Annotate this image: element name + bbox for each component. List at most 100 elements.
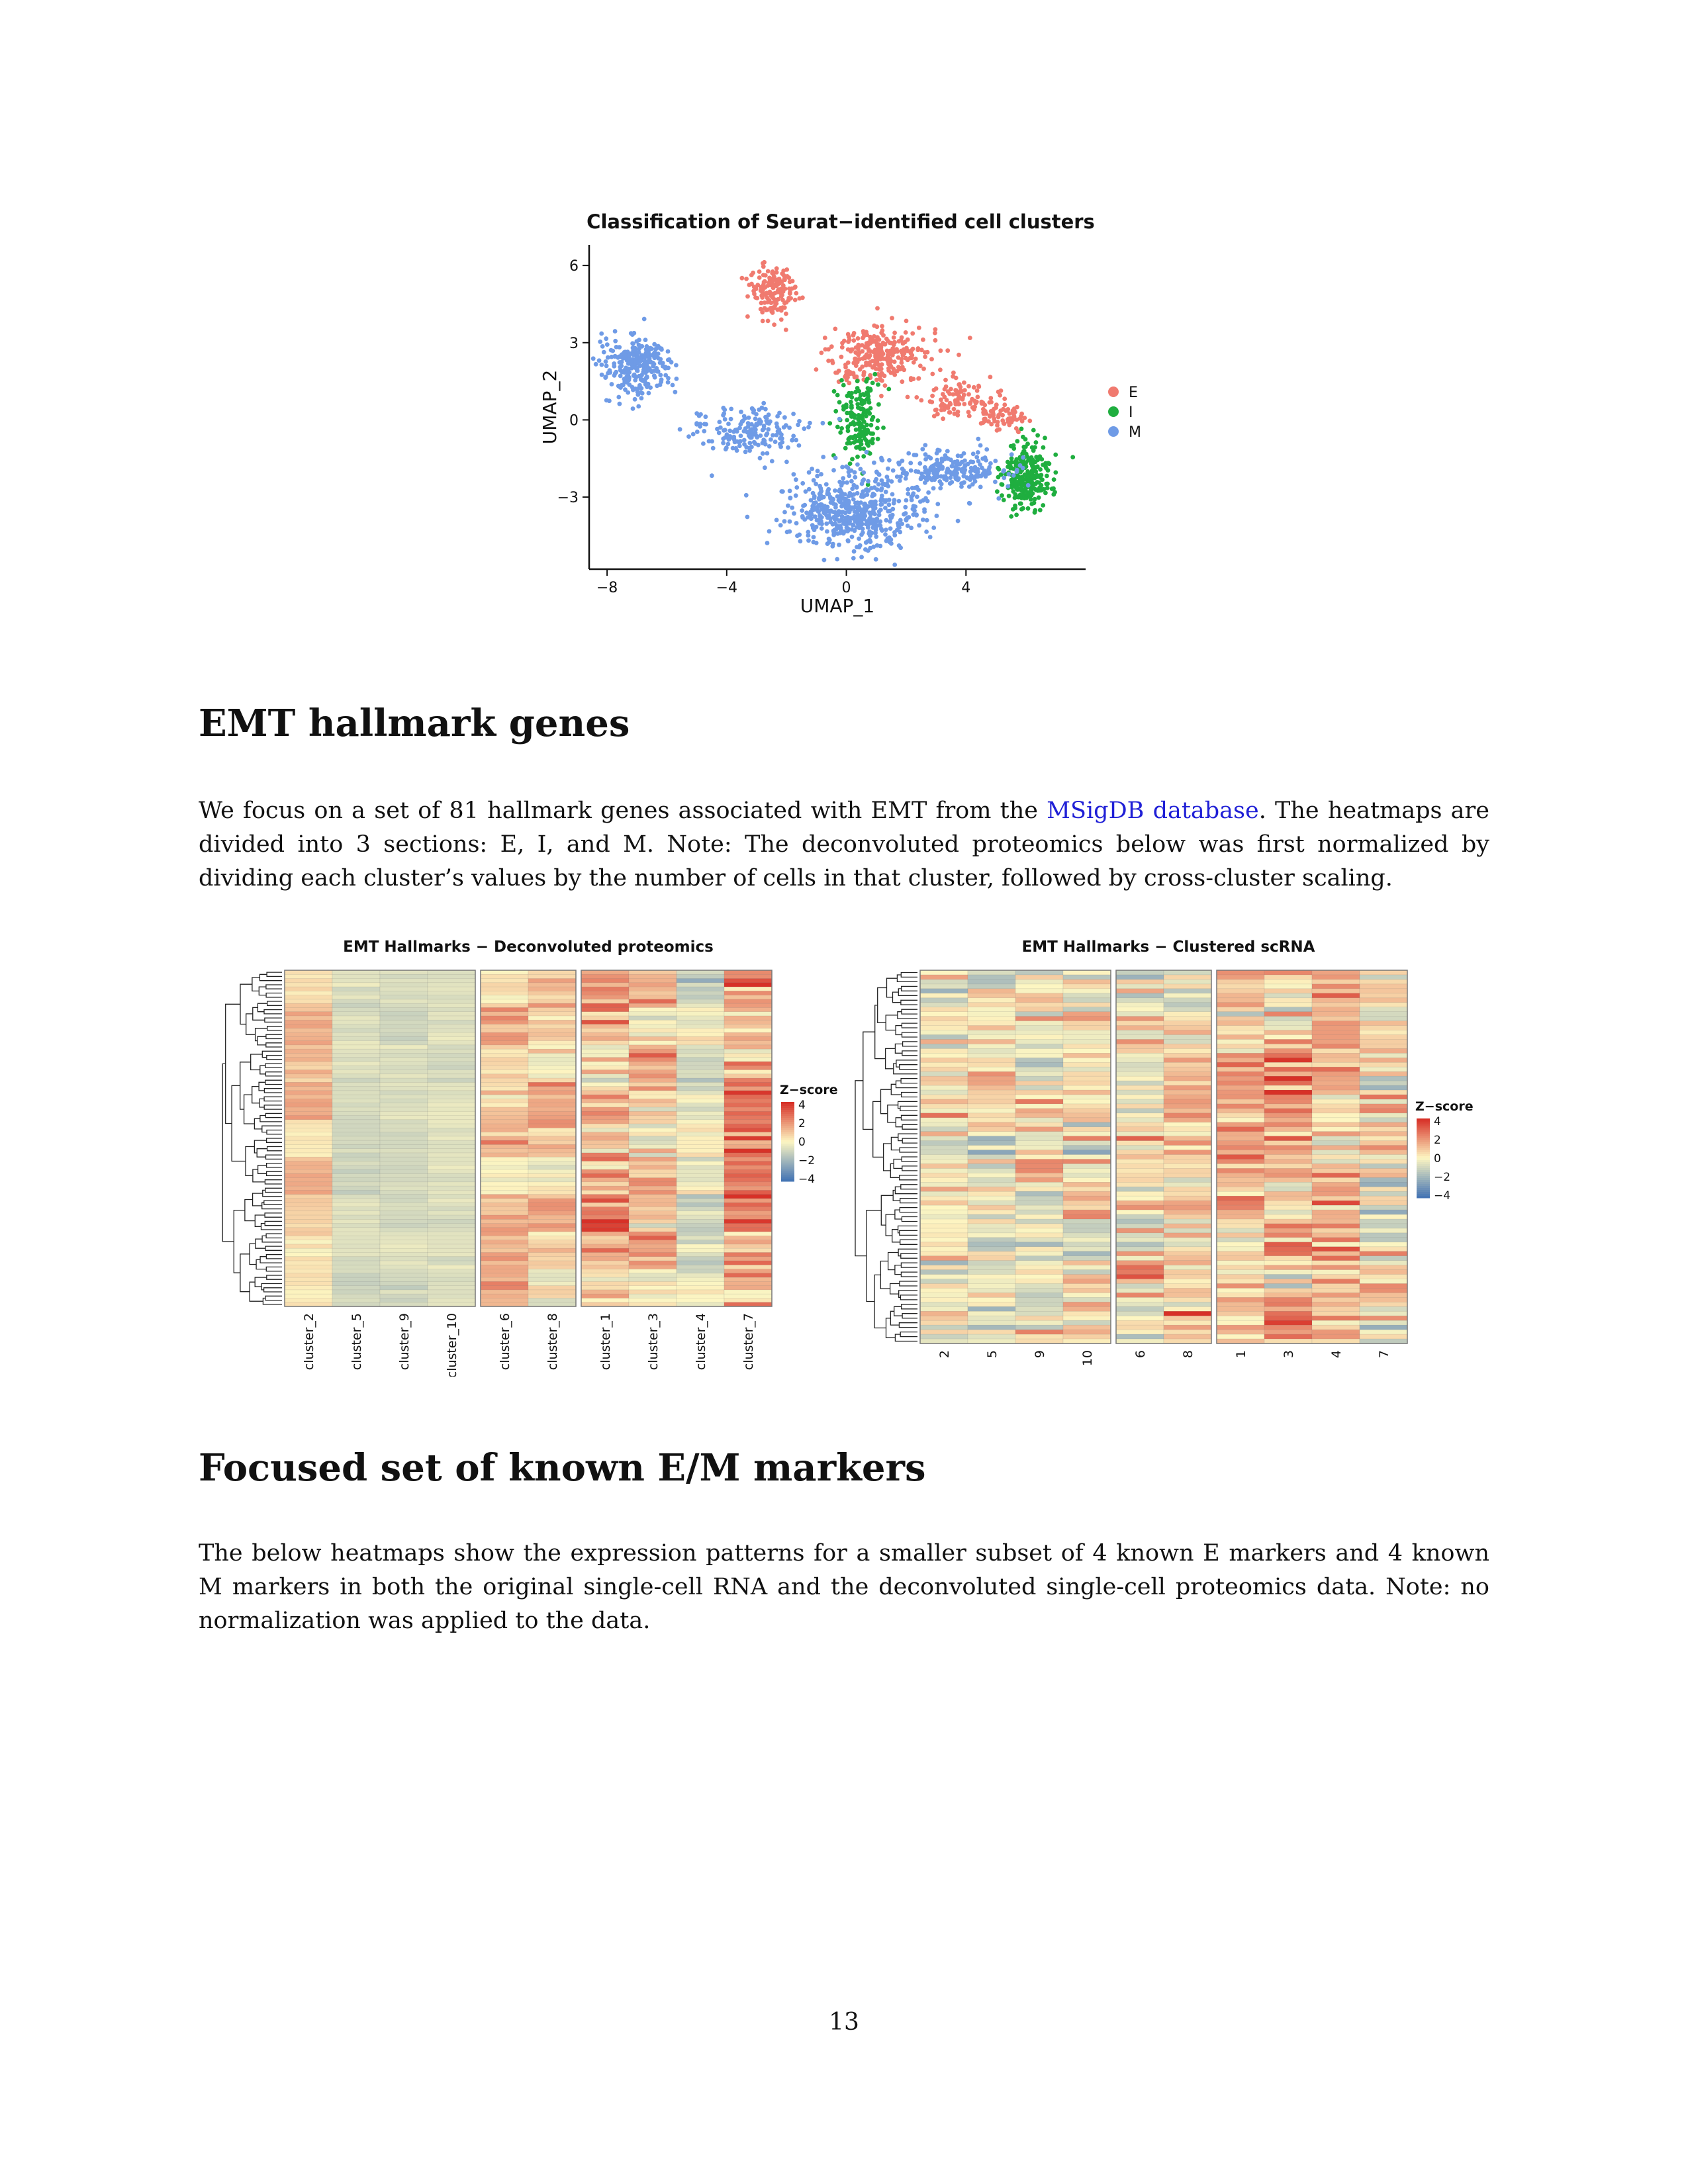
umap-point-m — [840, 496, 845, 501]
heatmap-cell — [1115, 1338, 1164, 1344]
umap-point-m — [648, 385, 653, 390]
umap-point-e — [939, 397, 943, 402]
heatmap-cell — [581, 1061, 630, 1066]
heatmap-cell — [1264, 1242, 1313, 1248]
umap-point-m — [745, 514, 750, 520]
umap-point-m — [760, 428, 765, 433]
heatmap-cell — [1359, 1173, 1408, 1178]
umap-point-e — [775, 307, 780, 312]
heatmap-cell — [919, 1039, 968, 1045]
umap-point-m — [959, 469, 964, 474]
emt-paragraph-line1-end: . The heatmaps — [1258, 797, 1442, 824]
umap-point-m — [765, 431, 770, 436]
heatmap-cell — [581, 999, 630, 1004]
heatmap-cell — [1062, 1297, 1111, 1302]
heatmap-cell — [676, 1132, 725, 1137]
umap-point-m — [904, 473, 909, 477]
heatmap-cell — [1264, 1103, 1313, 1109]
umap-point-e — [904, 345, 909, 351]
heatmap-cell — [379, 1011, 428, 1017]
heatmap-cell — [284, 999, 333, 1004]
zscore-legend-swatch — [1417, 1182, 1430, 1185]
umap-point-e — [752, 291, 757, 296]
heatmap-cell — [581, 1099, 630, 1104]
heatmap-cell — [427, 1293, 476, 1299]
heatmap-cell — [480, 1152, 529, 1158]
umap-point-e — [898, 366, 903, 371]
umap-point-i — [855, 379, 860, 384]
umap-point-m — [815, 473, 820, 478]
umap-point-m — [900, 467, 905, 471]
heatmap-cell — [1264, 1293, 1313, 1298]
heatmap-cell — [1015, 1131, 1064, 1137]
heatmap-cell — [1163, 1195, 1212, 1201]
heatmap-cell — [1311, 1186, 1360, 1192]
heatmap-cell — [1015, 1306, 1064, 1312]
heatmap-cell — [676, 1181, 725, 1187]
zscore-legend-swatch — [1417, 1174, 1430, 1177]
heatmap-cell — [1216, 1283, 1265, 1289]
umap-point-m — [638, 390, 643, 395]
umap-point-m — [935, 502, 941, 506]
heatmap-cell — [528, 1289, 577, 1295]
heatmap-cell — [1264, 1232, 1313, 1238]
heatmap-cell — [427, 1148, 476, 1154]
heatmap-cell — [676, 1194, 725, 1199]
heatmap-cell — [1015, 1177, 1064, 1183]
dendrogram-branch — [895, 1117, 903, 1128]
umap-point-m — [978, 484, 983, 490]
heatmap-cell — [480, 1181, 529, 1187]
heatmap-cell — [724, 1202, 773, 1208]
heatmap-cell — [628, 1040, 677, 1046]
umap-point-e — [1011, 410, 1016, 416]
heatmap-cell — [1311, 1177, 1360, 1183]
heatmap-cell — [528, 1152, 577, 1158]
heatmap-cell — [628, 1048, 677, 1054]
heatmap-cell — [628, 1065, 677, 1071]
heatmap-cell — [284, 1107, 333, 1112]
umap-point-e — [762, 306, 767, 311]
heatmap-cell — [427, 1248, 476, 1253]
heatmap-cell — [676, 1003, 725, 1009]
umap-point-e — [792, 285, 798, 290]
umap-point-m — [883, 527, 888, 532]
heatmap-cell — [1264, 1030, 1313, 1036]
umap-point-e — [890, 316, 894, 321]
umap-point-m — [909, 498, 914, 502]
heatmap-cell — [1015, 1085, 1064, 1091]
heatmap-cell — [1015, 1324, 1064, 1330]
heatmap-cell — [581, 1277, 630, 1282]
umap-point-m — [753, 427, 758, 432]
heatmap-cell — [480, 1082, 529, 1087]
heatmap-cell — [724, 982, 773, 987]
msigdb-link[interactable]: MSigDB database — [1047, 797, 1259, 824]
umap-point-e — [957, 382, 962, 387]
heatmap-cell — [967, 1011, 1016, 1017]
heatmap-cell — [967, 1136, 1016, 1142]
umap-point-m — [879, 457, 884, 463]
umap-point-m — [694, 411, 700, 416]
heatmap-cell — [628, 1161, 677, 1166]
heatmap-cell — [581, 1148, 630, 1154]
umap-point-m — [643, 338, 648, 342]
umap-point-i — [1000, 493, 1004, 498]
heatmap-cell — [724, 1003, 773, 1009]
heatmap-cell — [967, 1324, 1016, 1330]
heatmap-cell — [1359, 1228, 1408, 1234]
umap-point-m — [729, 406, 734, 412]
umap-point-m — [654, 366, 659, 371]
heatmap-cell — [1359, 997, 1408, 1003]
dendrogram-branch — [899, 1206, 917, 1213]
heatmap-cell — [528, 1048, 577, 1054]
heatmap-cell — [724, 1206, 773, 1212]
zscore-legend-swatch — [1417, 1134, 1430, 1137]
heatmap-cell — [284, 1198, 333, 1203]
umap-point-m — [624, 369, 629, 375]
heatmap-cell — [1264, 1085, 1313, 1091]
umap-point-m — [970, 482, 975, 487]
umap-point-m — [855, 462, 860, 467]
umap-point-i — [870, 414, 876, 420]
heatmap-cell — [676, 1244, 725, 1249]
heatmap-cell — [1015, 1255, 1064, 1261]
heatmap-cell — [528, 1132, 577, 1137]
